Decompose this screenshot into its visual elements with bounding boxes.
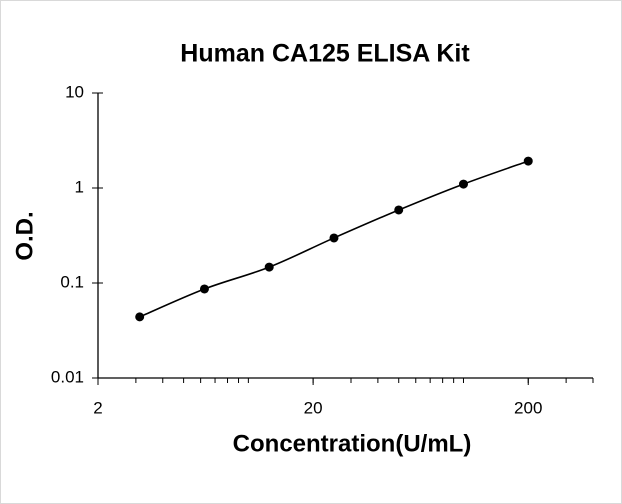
y-tick-label: 0.01 bbox=[51, 367, 84, 386]
x-tick-label: 20 bbox=[304, 398, 323, 417]
data-point bbox=[329, 233, 339, 243]
x-tick-label: 200 bbox=[514, 398, 542, 417]
data-point bbox=[135, 312, 145, 322]
x-axis-title: Concentration(U/mL) bbox=[233, 430, 472, 457]
chart-title: Human CA125 ELISA Kit bbox=[180, 40, 470, 68]
y-axis-title: O.D. bbox=[11, 211, 38, 260]
data-point bbox=[394, 205, 404, 215]
data-point bbox=[458, 179, 468, 189]
data-point bbox=[523, 156, 533, 166]
y-tick-label: 0.1 bbox=[60, 272, 84, 291]
data-point bbox=[264, 262, 274, 272]
y-tick-label: 10 bbox=[65, 82, 84, 101]
y-tick-label: 1 bbox=[75, 177, 84, 196]
data-point bbox=[199, 284, 209, 294]
x-tick-label: 2 bbox=[93, 398, 102, 417]
